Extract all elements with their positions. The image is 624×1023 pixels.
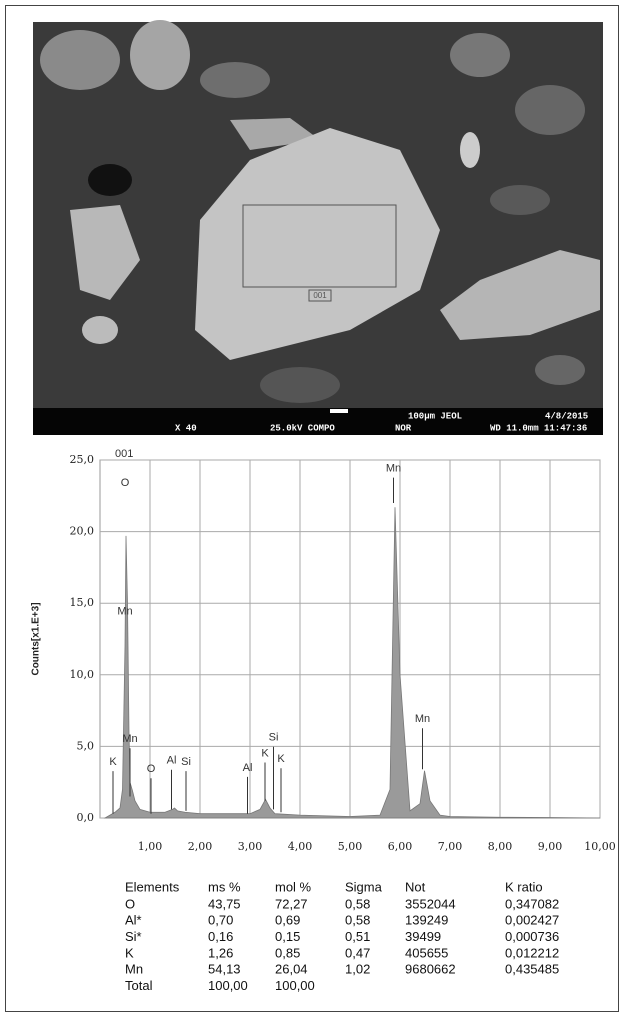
table-cell: 0,347082 [505,896,559,911]
table-cell: 405655 [405,945,448,960]
table-cell: 0,58 [345,896,370,911]
table-cell: 100,00 [208,978,248,993]
sem-mode: NOR [395,423,412,433]
x-tick-label: 4,00 [288,840,313,853]
table-header: Not [405,879,426,894]
table-cell: 72,27 [275,896,308,911]
table-cell: 9680662 [405,962,456,977]
y-tick-label: 15,0 [70,596,95,609]
y-tick-label: 0,0 [77,811,95,824]
peak-label: Mn [117,606,132,618]
table-cell: 0,70 [208,913,233,928]
table-cell: 0,85 [275,945,300,960]
x-tick-label: 7,00 [438,840,463,853]
table-cell: 0,69 [275,913,300,928]
peak-label: Si [181,756,191,768]
peak-label: Mn [386,462,401,474]
spectrum-label: 001 [115,448,133,460]
table-cell: 100,00 [275,978,315,993]
table-cell: 0,002427 [505,913,559,928]
peak-label: K [277,753,285,765]
sem-magnification: X 40 [175,423,197,433]
x-tick-label: 5,00 [338,840,363,853]
sem-voltage: 25.0kV COMPO [270,423,335,433]
table-cell: 1,26 [208,945,233,960]
table-header: K ratio [505,879,543,894]
table: Elements ms % mol % Sigma Not K ratio O 43,75 72… [125,879,559,993]
sem-scale: 100µm JEOL [408,411,462,421]
table-cell: 0,58 [345,913,370,928]
table-cell: 0,435485 [505,962,559,977]
table-header: ms % [208,879,241,894]
table-cell: Al* [125,913,142,928]
sem-date: 4/8/2015 [545,411,588,421]
y-tick-label: 20,0 [70,525,95,538]
x-tick-label: 6,00 [388,840,413,853]
x-tick-label: 2,00 [188,840,213,853]
sem-image: X 40 25.0kV COMPO NOR 100µm JEOL 4/8/201… [33,20,603,435]
frame [5,5,619,1012]
table-cell: K [125,945,134,960]
peak-label: K [261,747,269,759]
peak-label: Mn [415,713,430,725]
table-header: Sigma [345,879,383,894]
table-cell: 43,75 [208,896,241,911]
table-cell: 0,000736 [505,929,559,944]
peak-label: Si [269,732,279,744]
y-axis-label: Counts[x1.E+3] [31,602,42,675]
peak-label: O [147,763,156,775]
table-cell: 0,012212 [505,945,559,960]
area-label: 001 [313,291,327,300]
x-tick-label: 3,00 [238,840,263,853]
table-cell: 39499 [405,929,441,944]
peak-label: Mn [122,733,137,745]
spectrum [103,507,601,819]
peak-label: O [121,477,130,489]
x-tick-label: 1,00 [138,840,163,853]
table-cell: 0,47 [345,945,370,960]
table-cell: Total [125,978,153,993]
x-tick-label: 10,00 [584,840,616,853]
peak-label: K [109,756,117,768]
y-tick-label: 10,0 [70,668,95,681]
table-cell: 3552044 [405,896,456,911]
x-tick-label: 9,00 [538,840,563,853]
table-header: Elements [125,879,180,894]
table-cell: O [125,896,135,911]
y-tick-label: 5,0 [77,739,95,752]
table-cell: 0,16 [208,929,233,944]
table-cell: Mn [125,962,143,977]
table-cell: 139249 [405,913,448,928]
peak-label: Al [243,762,253,774]
table-cell: 54,13 [208,962,241,977]
x-tick-label: 8,00 [488,840,513,853]
table-cell: 0,51 [345,929,370,944]
sem-wd-time: WD 11.0mm 11:47:36 [490,423,587,433]
peak-label: Al [167,755,177,767]
table-cell: 1,02 [345,962,370,977]
table-cell: 0,15 [275,929,300,944]
table-cell: 26,04 [275,962,308,977]
table-cell: Si* [125,929,142,944]
y-tick-label: 25,0 [70,453,95,466]
table-header: mol % [275,879,312,894]
